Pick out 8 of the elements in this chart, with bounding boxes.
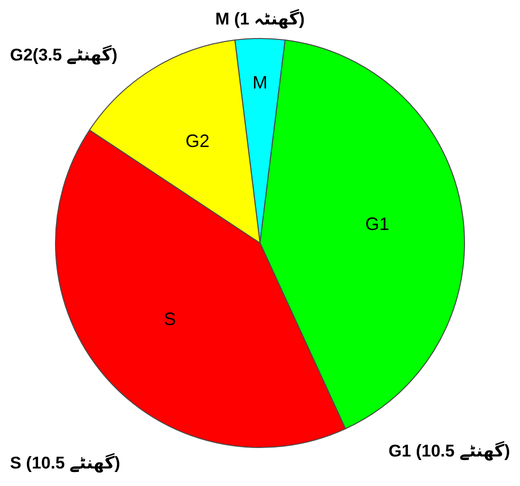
data-label: S (10.5 گھنٹے) <box>10 452 120 474</box>
slice-label: S <box>164 309 176 330</box>
slice-label: G2 <box>186 131 210 152</box>
slice-label: G1 <box>365 214 390 234</box>
data-label: G1 (10.5 گھنٹے) <box>388 440 510 462</box>
data-label: M (1 گھنٹہ) <box>215 8 305 30</box>
data-label: G2(3.5 گھنٹے) <box>10 44 118 66</box>
slice-label: M <box>252 72 268 92</box>
